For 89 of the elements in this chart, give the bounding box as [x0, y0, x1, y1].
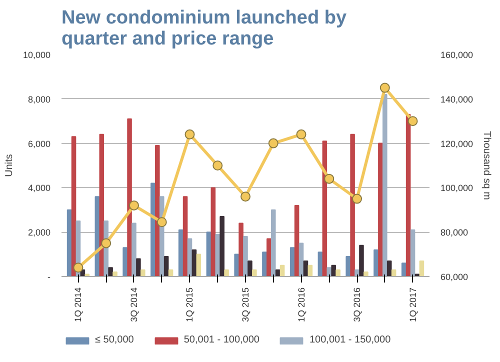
y-tick-label: 6,000	[28, 138, 51, 149]
x-tick-label: 1Q 2014	[73, 287, 84, 322]
y2-tick-label: 160,000	[440, 50, 474, 60]
bar	[224, 269, 229, 276]
bar	[382, 94, 388, 276]
bar	[196, 254, 202, 276]
bar	[266, 238, 272, 276]
chart-title: New condominium launched by quarter and price range	[62, 8, 347, 50]
point	[212, 160, 223, 170]
bar	[252, 269, 257, 276]
bar	[262, 252, 267, 276]
point	[296, 129, 306, 140]
legend-label: 100,001 - 150,000	[309, 334, 391, 346]
bar	[248, 260, 252, 276]
bar	[238, 222, 244, 276]
bar	[364, 272, 368, 276]
bar	[136, 258, 141, 276]
bar	[378, 142, 383, 276]
point	[184, 129, 195, 140]
bar	[401, 262, 406, 276]
point	[101, 238, 112, 248]
bar	[99, 134, 104, 276]
bar	[71, 136, 76, 276]
bar	[220, 216, 224, 276]
y2-tick-label: 100,000	[440, 183, 474, 194]
legend-label: ≤ 50,000	[95, 334, 134, 346]
bar	[294, 204, 300, 276]
y2-tick-label: 140,000	[440, 94, 474, 104]
bar	[298, 242, 304, 276]
bar	[410, 229, 416, 276]
bar	[192, 249, 197, 276]
point	[408, 116, 418, 126]
bar	[318, 252, 323, 276]
bar	[406, 114, 411, 276]
bar	[178, 229, 184, 276]
point	[268, 138, 278, 148]
x-tick-label: 1Q 2016	[296, 287, 306, 322]
bar	[182, 196, 188, 276]
bar	[140, 269, 146, 276]
y-tick-label: 8,000	[28, 94, 51, 104]
y-tick-label: 2,000	[28, 228, 51, 238]
x-tick-label: 3Q 2015	[240, 287, 250, 322]
bar	[122, 247, 128, 276]
point	[240, 192, 250, 202]
bar	[331, 264, 336, 276]
x-tick-label: 3Q 2016	[352, 287, 362, 322]
bar	[206, 232, 212, 276]
bar	[243, 236, 248, 276]
y2-axis-title: Thousand sq m	[481, 131, 492, 200]
bar	[374, 249, 378, 276]
point	[352, 194, 362, 204]
bar	[419, 260, 424, 276]
y2-tick-label: 60,000	[440, 272, 468, 282]
bar	[108, 267, 113, 276]
y2-tick-label: 80,000	[440, 228, 468, 238]
bar	[164, 256, 169, 276]
bar	[386, 260, 392, 276]
point	[128, 200, 139, 210]
bar	[303, 260, 308, 276]
x-tick-label: 1Q 2015	[184, 287, 195, 322]
bar	[270, 209, 276, 276]
point	[380, 82, 390, 93]
bar	[187, 238, 192, 276]
bar	[336, 269, 340, 276]
point	[324, 174, 334, 184]
point	[73, 262, 84, 273]
bar	[155, 145, 160, 276]
y2-tick-label: 120,000	[440, 138, 474, 149]
legend-label: 50,001 - 100,000	[184, 334, 260, 346]
x-tick-label: 1Q 2017	[408, 287, 418, 322]
point	[156, 217, 167, 228]
bar	[290, 247, 295, 276]
bar	[234, 254, 239, 276]
bar	[150, 182, 156, 276]
bar	[350, 134, 355, 276]
y-axis-title: Units	[4, 154, 15, 177]
bar	[359, 244, 364, 276]
bar	[66, 209, 72, 276]
bar	[308, 264, 313, 276]
x-tick-label: 3Q 2014	[128, 287, 139, 322]
bar	[132, 222, 136, 276]
bar	[127, 118, 132, 276]
bar	[280, 264, 285, 276]
bar	[346, 256, 350, 276]
y-tick-label: -	[48, 272, 51, 282]
y-tick-label: 4,000	[28, 183, 51, 194]
bar	[215, 234, 220, 276]
y-tick-label: 10,000	[22, 50, 51, 60]
bar	[112, 272, 118, 276]
